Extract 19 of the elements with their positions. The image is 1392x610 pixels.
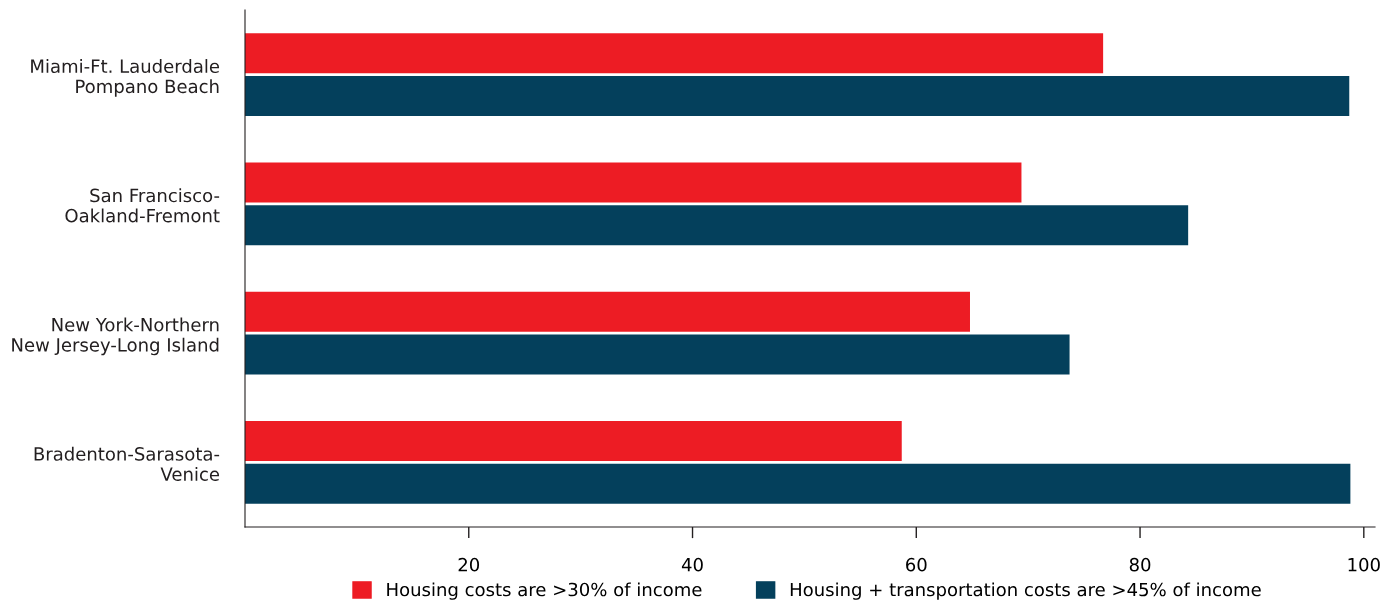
x-tick-label: 40 [681,557,703,572]
legend-label: Housing + transportation costs are >45% of income [790,582,1261,600]
x-tick-label: 60 [906,557,927,572]
bar [245,205,1189,246]
bar [245,33,1104,74]
y-tick-label: Bradenton-Sarasota- Venice [34,446,220,481]
x-tick-label: 20 [458,557,480,572]
x-tick-label: 100 [1348,557,1380,572]
bar [245,291,970,332]
bar [245,463,1351,504]
bar [245,334,1070,375]
y-tick-label: Miami-Ft. Lauderdale Pompano Beach [31,59,220,97]
y-tick-label: New York-Northern New Jersey-Long Island [12,317,219,356]
x-tick-label: 80 [1129,557,1151,572]
y-tick-label: San Francisco- Oakland-Fremont [65,188,220,223]
legend-label: Housing costs are >30% of income [387,582,702,600]
bar [245,75,1350,116]
bar [245,421,902,462]
bar [245,162,1022,203]
